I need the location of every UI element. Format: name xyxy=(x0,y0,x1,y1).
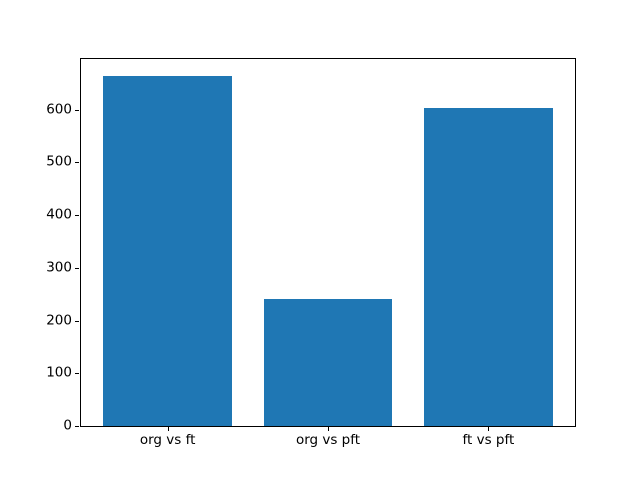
y-tick-label: 400 xyxy=(46,206,72,223)
x-tick-mark xyxy=(328,427,329,431)
y-tick-mark xyxy=(75,373,79,375)
bar-ft-vs-pft xyxy=(424,107,553,426)
y-tick-mark xyxy=(75,109,79,111)
y-tick-mark xyxy=(75,215,79,217)
y-tick-label: 200 xyxy=(46,311,72,328)
x-tick-mark xyxy=(488,427,490,431)
y-tick-mark xyxy=(75,162,79,164)
bar-org-vs-ft xyxy=(103,76,232,426)
y-tick-label: 500 xyxy=(46,153,72,170)
y-tick-label: 100 xyxy=(46,364,72,381)
y-tick-label: 600 xyxy=(46,100,72,117)
y-tick-label: 300 xyxy=(46,259,72,276)
x-tick-label: org vs ft xyxy=(139,432,196,448)
x-tick-mark xyxy=(167,427,169,431)
y-tick-mark xyxy=(75,426,79,427)
plot-axes: 0 100 200 300 400 500 600 org vs ft org vs pft f… xyxy=(46,58,576,447)
bar-org-vs-pft xyxy=(263,299,393,426)
x-tick-label: org vs pft xyxy=(295,432,361,448)
y-tick-label: 0 xyxy=(63,417,72,434)
y-tick-mark xyxy=(75,320,79,322)
y-tick-mark xyxy=(75,267,79,269)
x-tick-label: ft vs pft xyxy=(462,432,515,448)
